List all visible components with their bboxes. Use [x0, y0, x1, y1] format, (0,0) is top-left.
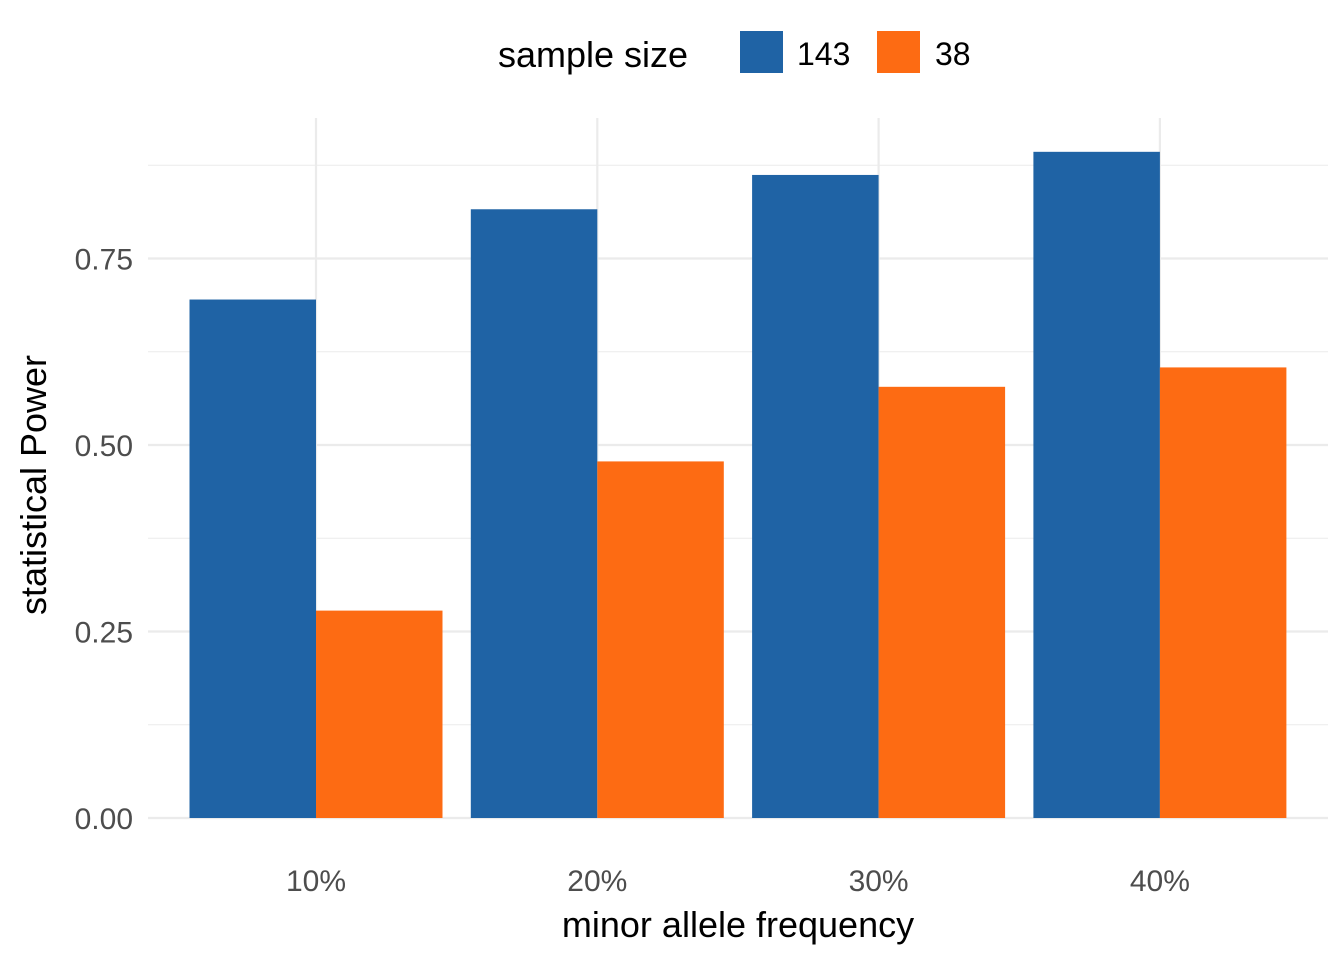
legend-label-143: 143	[797, 36, 850, 72]
bar-143-20pct	[470, 209, 598, 818]
x-axis-ticks: 10% 20% 30% 40%	[286, 865, 1190, 898]
y-axis-ticks: 0.00 0.25 0.50 0.75	[75, 244, 133, 837]
y-tick-label: 0.50	[75, 430, 133, 463]
bar-143-10pct	[189, 299, 316, 818]
bar-143-30pct	[752, 174, 879, 818]
bar-38-30pct	[878, 386, 1006, 818]
x-tick-label: 30%	[849, 865, 909, 898]
legend-label-38: 38	[935, 36, 971, 72]
bar-38-10pct	[316, 610, 443, 818]
x-tick-label: 40%	[1130, 865, 1190, 898]
legend-key-143	[740, 31, 783, 73]
legend-key-38	[877, 31, 920, 73]
bar-38-40pct	[1159, 367, 1287, 818]
bar-143-40pct	[1033, 151, 1160, 818]
x-tick-label: 20%	[567, 865, 627, 898]
legend-title: sample size	[498, 34, 688, 75]
y-tick-label: 0.25	[75, 617, 133, 650]
bar-38-20pct	[597, 461, 724, 818]
x-tick-label: 10%	[286, 865, 346, 898]
bars	[189, 151, 1287, 818]
y-tick-label: 0.75	[75, 244, 133, 277]
legend: sample size 143 38	[498, 31, 971, 75]
y-tick-label: 0.00	[75, 803, 133, 836]
y-axis-title: statistical Power	[13, 355, 54, 615]
x-axis-title: minor allele frequency	[562, 904, 914, 945]
